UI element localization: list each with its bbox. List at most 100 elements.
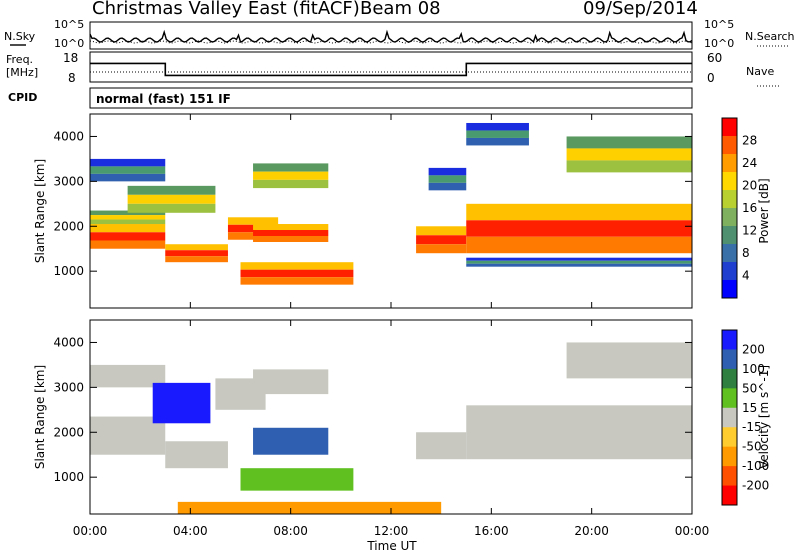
colorbar-tick-label: -15 (742, 420, 762, 434)
power-panel: 1000 2000 3000 4000 Slant Range [km] (33, 113, 693, 309)
cpid-mode: normal (fast) 151 IF (96, 92, 231, 106)
power-region-core (466, 130, 529, 138)
power-region-4 (165, 244, 228, 263)
noise-left-tick-top: 10^5 (54, 18, 84, 31)
y-tick-label: 2000 (53, 425, 84, 439)
power-region-5 (227, 217, 279, 240)
power-region-edge-bottom (90, 219, 166, 225)
colorbar-swatch (722, 244, 737, 263)
power-region-core (127, 194, 216, 204)
y-tick-label: 1000 (53, 470, 84, 484)
colorbar-swatch (722, 388, 737, 409)
power-region-core (253, 230, 329, 236)
noise-right-label: N.Search (745, 30, 795, 43)
colorbar-swatch (722, 136, 737, 155)
velocity-ylabel: Slant Range [km] (33, 365, 47, 469)
power-region-core (253, 171, 329, 180)
power-region-6 (240, 262, 354, 285)
colorbar-frame (721, 117, 738, 299)
power-region-core (227, 224, 279, 233)
noise-panel: N.Sky 10^5 10^0 10^5 10^0 N.Search (4, 18, 795, 50)
velocity-region-2 (152, 382, 211, 424)
colorbar-tick-label: 8 (742, 246, 750, 260)
power-region-core (566, 148, 692, 161)
power-region-edge-top (416, 226, 467, 236)
y-tick-label: 4000 (53, 335, 84, 349)
power-region-core (466, 260, 692, 264)
power-region-edge-bottom (90, 173, 166, 182)
colorbar-swatch (722, 118, 737, 137)
freq-panel-frame (89, 51, 693, 83)
power-colorbar: 28 24 20 16 12 8 4 (721, 117, 757, 299)
power-region-9 (416, 226, 467, 254)
power-region-0 (90, 224, 166, 249)
power-region-edge-top (253, 163, 329, 172)
colorbar-swatch (722, 466, 737, 487)
power-region-edge-bottom (466, 263, 692, 267)
x-tick-label: 12:00 (374, 524, 409, 538)
colorbar-tick-label: 15 (742, 401, 757, 415)
x-tick-label: 08:00 (273, 524, 308, 538)
power-region-edge-top (240, 262, 354, 270)
velocity-region-5 (240, 468, 354, 491)
colorbar-frame (721, 329, 738, 506)
x-axis-label: Time UT (366, 539, 417, 553)
colorbar-swatch (722, 446, 737, 467)
power-region-10 (428, 167, 467, 191)
noise-search-line (89, 40, 693, 44)
velocity-panel: 1000 2000 3000 4000 Slant Range [km] (33, 319, 693, 515)
freq-panel: Freq. [MHz] 18 8 60 0 Nave (6, 51, 780, 87)
velocity-region-10 (466, 405, 692, 460)
power-region-edge-top (466, 257, 692, 261)
power-region-core (428, 175, 467, 183)
power-region-core (240, 269, 354, 278)
power-region-edge-bottom (566, 160, 692, 173)
y-tick-label: 4000 (53, 129, 84, 143)
power-region-11 (466, 203, 692, 254)
power-yticks: 1000 2000 3000 4000 (53, 129, 692, 278)
freq-label-1: Freq. (6, 53, 33, 66)
freq-label-2: [MHz] (6, 66, 38, 79)
power-region-edge-bottom (466, 137, 529, 146)
colorbar-tick-label: 20 (742, 179, 757, 193)
colorbar-swatch (722, 262, 737, 281)
colorbar-swatch (722, 190, 737, 209)
colorbar-tick-label: -50 (742, 440, 762, 454)
x-tick-label: 16:00 (474, 524, 509, 538)
power-region-edge-top (466, 203, 692, 221)
power-region-edge-bottom (466, 236, 692, 254)
colorbar-tick-label: 24 (742, 156, 757, 170)
power-region-14 (566, 136, 692, 173)
velocity-region-1 (90, 364, 166, 388)
power-region-edge-top (466, 122, 529, 131)
colorbar-swatch (722, 427, 737, 448)
y-tick-label: 3000 (53, 174, 84, 188)
colorbar-tick-label: 12 (742, 224, 757, 238)
noise-right-tick-bottom: 10^0 (704, 37, 734, 50)
velocity-region-9 (416, 432, 467, 460)
cpid-label: CPID (8, 91, 37, 104)
x-tick-label: 20:00 (574, 524, 609, 538)
power-region-edge-bottom (253, 235, 329, 242)
power-region-edge-bottom (127, 203, 216, 213)
y-tick-label: 2000 (53, 219, 84, 233)
noise-left-tick-bottom: 10^0 (54, 37, 84, 50)
power-region-edge-top (566, 136, 692, 149)
power-region-edge-bottom (416, 244, 467, 254)
beam-label: Beam 08 (360, 0, 441, 19)
x-tick-label: 00:00 (73, 524, 108, 538)
nave-label: Nave (746, 65, 774, 78)
power-region-core (90, 215, 166, 220)
colorbar-swatch (722, 330, 737, 350)
velocity-region-7 (253, 369, 329, 395)
velocity-regions (90, 342, 692, 514)
velocity-colorbar: 200 100 50 15 -15 -50 -100 -200 (721, 329, 769, 506)
station-title: Christmas Valley East (fitACF) (92, 0, 360, 19)
colorbar-swatch (722, 154, 737, 173)
power-region-edge-top (127, 185, 216, 195)
noise-right-tick-top: 10^5 (704, 18, 734, 31)
power-region-13 (466, 122, 529, 146)
noise-left-label: N.Sky (4, 30, 36, 43)
power-region-2 (90, 158, 166, 182)
